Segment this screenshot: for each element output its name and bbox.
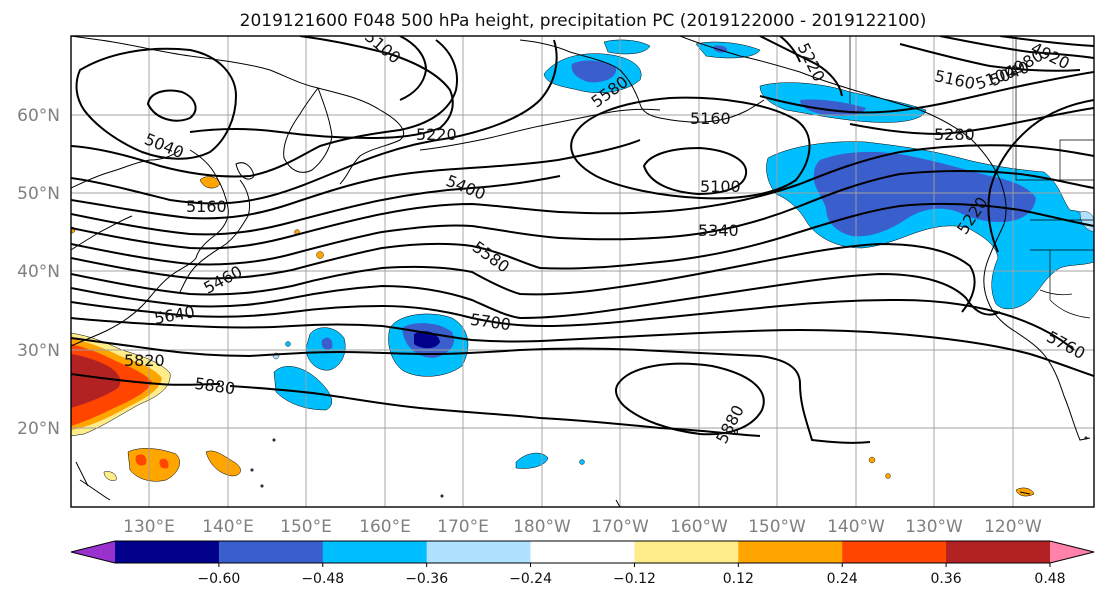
lon-tick-label: 130°E <box>123 517 175 537</box>
graticule <box>71 36 1094 507</box>
contour-label: 5820 <box>124 351 165 370</box>
latitude-labels: 60°N 50°N 40°N 30°N 20°N <box>17 106 60 439</box>
lon-tick-label: 170°E <box>437 517 489 537</box>
contour-label: 5100 <box>700 177 741 196</box>
height-contours <box>71 36 1094 444</box>
colorbar-tick-label: 0.36 <box>931 571 962 587</box>
contour-label: 5160 <box>186 197 227 216</box>
colorbar-outline <box>70 540 1095 564</box>
map-title: 2019121600 F048 500 hPa height, precipit… <box>240 11 927 31</box>
coastlines <box>71 36 1094 507</box>
lon-tick-label: 120°W <box>984 517 1042 537</box>
colorbar-swatch <box>738 541 843 563</box>
colorbar-swatch <box>426 541 532 563</box>
contour-label: 5160 <box>690 109 731 128</box>
lat-tick-label: 30°N <box>17 341 60 361</box>
colorbar-tick-label: 0.12 <box>723 571 754 587</box>
lon-tick-label: 160°W <box>670 517 728 537</box>
lon-tick-label: 130°W <box>905 517 963 537</box>
contour-label: 5340 <box>698 221 739 240</box>
colorbar: −0.60 −0.48 −0.36 −0.24 −0.12 0.12 0.24 0.36 0.4… <box>70 540 1095 587</box>
colorbar-swatch <box>322 541 428 563</box>
longitude-labels: 130°E 140°E 150°E 160°E 170°E 180°W 170°… <box>123 517 1042 537</box>
colorbar-extend-low <box>71 541 115 563</box>
lon-tick-label: 180°W <box>513 517 571 537</box>
colorbar-swatch <box>842 541 947 563</box>
colorbar-tick-label: −0.12 <box>613 571 656 587</box>
precipitation-shading <box>71 39 1094 497</box>
colorbar-tick-label: −0.36 <box>405 571 448 587</box>
contour-label: 5280 <box>934 125 975 144</box>
colorbar-tick-label: −0.48 <box>301 571 344 587</box>
lat-tick-label: 40°N <box>17 262 60 282</box>
map-frame <box>70 35 1095 508</box>
colorbar-swatch <box>634 541 739 563</box>
colorbar-swatch <box>946 541 1051 563</box>
lat-tick-label: 50°N <box>17 184 60 204</box>
lon-tick-label: 150°E <box>280 517 332 537</box>
map-panel: 5100 5220 5040 5160 5460 5640 5820 5880 … <box>71 36 1094 507</box>
lon-tick-label: 140°W <box>827 517 885 537</box>
colorbar-tick-label: −0.60 <box>197 571 240 587</box>
colorbar-swatch <box>218 541 324 563</box>
contour-label: 5220 <box>416 125 457 144</box>
lon-tick-label: 150°W <box>748 517 806 537</box>
colorbar-swatch <box>115 541 220 563</box>
colorbar-swatch <box>530 541 635 563</box>
colorbar-tick-label: −0.24 <box>509 571 552 587</box>
lon-tick-label: 140°E <box>202 517 254 537</box>
lon-tick-label: 170°W <box>591 517 649 537</box>
lat-tick-label: 60°N <box>17 106 60 126</box>
colorbar-tick-label: 0.24 <box>827 571 858 587</box>
lat-tick-label: 20°N <box>17 419 60 439</box>
lon-tick-label: 160°E <box>359 517 411 537</box>
colorbar-extend-high <box>1050 541 1094 563</box>
colorbar-tick-label: 0.48 <box>1034 571 1065 587</box>
